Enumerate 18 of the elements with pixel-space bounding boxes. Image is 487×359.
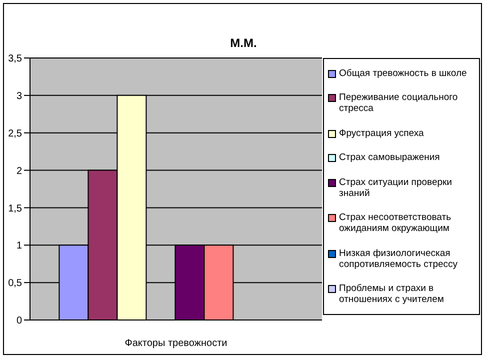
y-tick-label: 0,5	[8, 278, 22, 290]
y-tick-label: 1,5	[8, 203, 22, 214]
y-tick-label: 2	[16, 166, 22, 177]
legend-label: Страх несоответствовать ожиданиям окружающим	[339, 212, 452, 234]
y-tick-label: 3	[16, 90, 22, 102]
y-tick-label: 2,5	[8, 128, 22, 140]
legend-label: Страх самовыражения	[339, 152, 440, 164]
chart-title: М.М.	[229, 36, 258, 50]
legend-label: Переживание социального стресса	[339, 92, 459, 114]
legend-label: Фрустрация успеха	[339, 128, 424, 139]
legend-label: Общая тревожность в школе	[339, 68, 467, 79]
y-tick-label: 3,5	[8, 54, 22, 65]
y-tick-label: 1	[16, 240, 22, 252]
legend-label: Низкая физиологическая сопротивляемость стрессу	[339, 248, 459, 270]
legend-label: Проблемы и страхи в отношениях с учителем	[339, 283, 445, 306]
x-axis-title: Факторы тревожности	[124, 338, 228, 349]
y-tick-label: 0	[16, 316, 22, 327]
legend-label: Страх ситуации проверки знаний	[339, 176, 453, 199]
